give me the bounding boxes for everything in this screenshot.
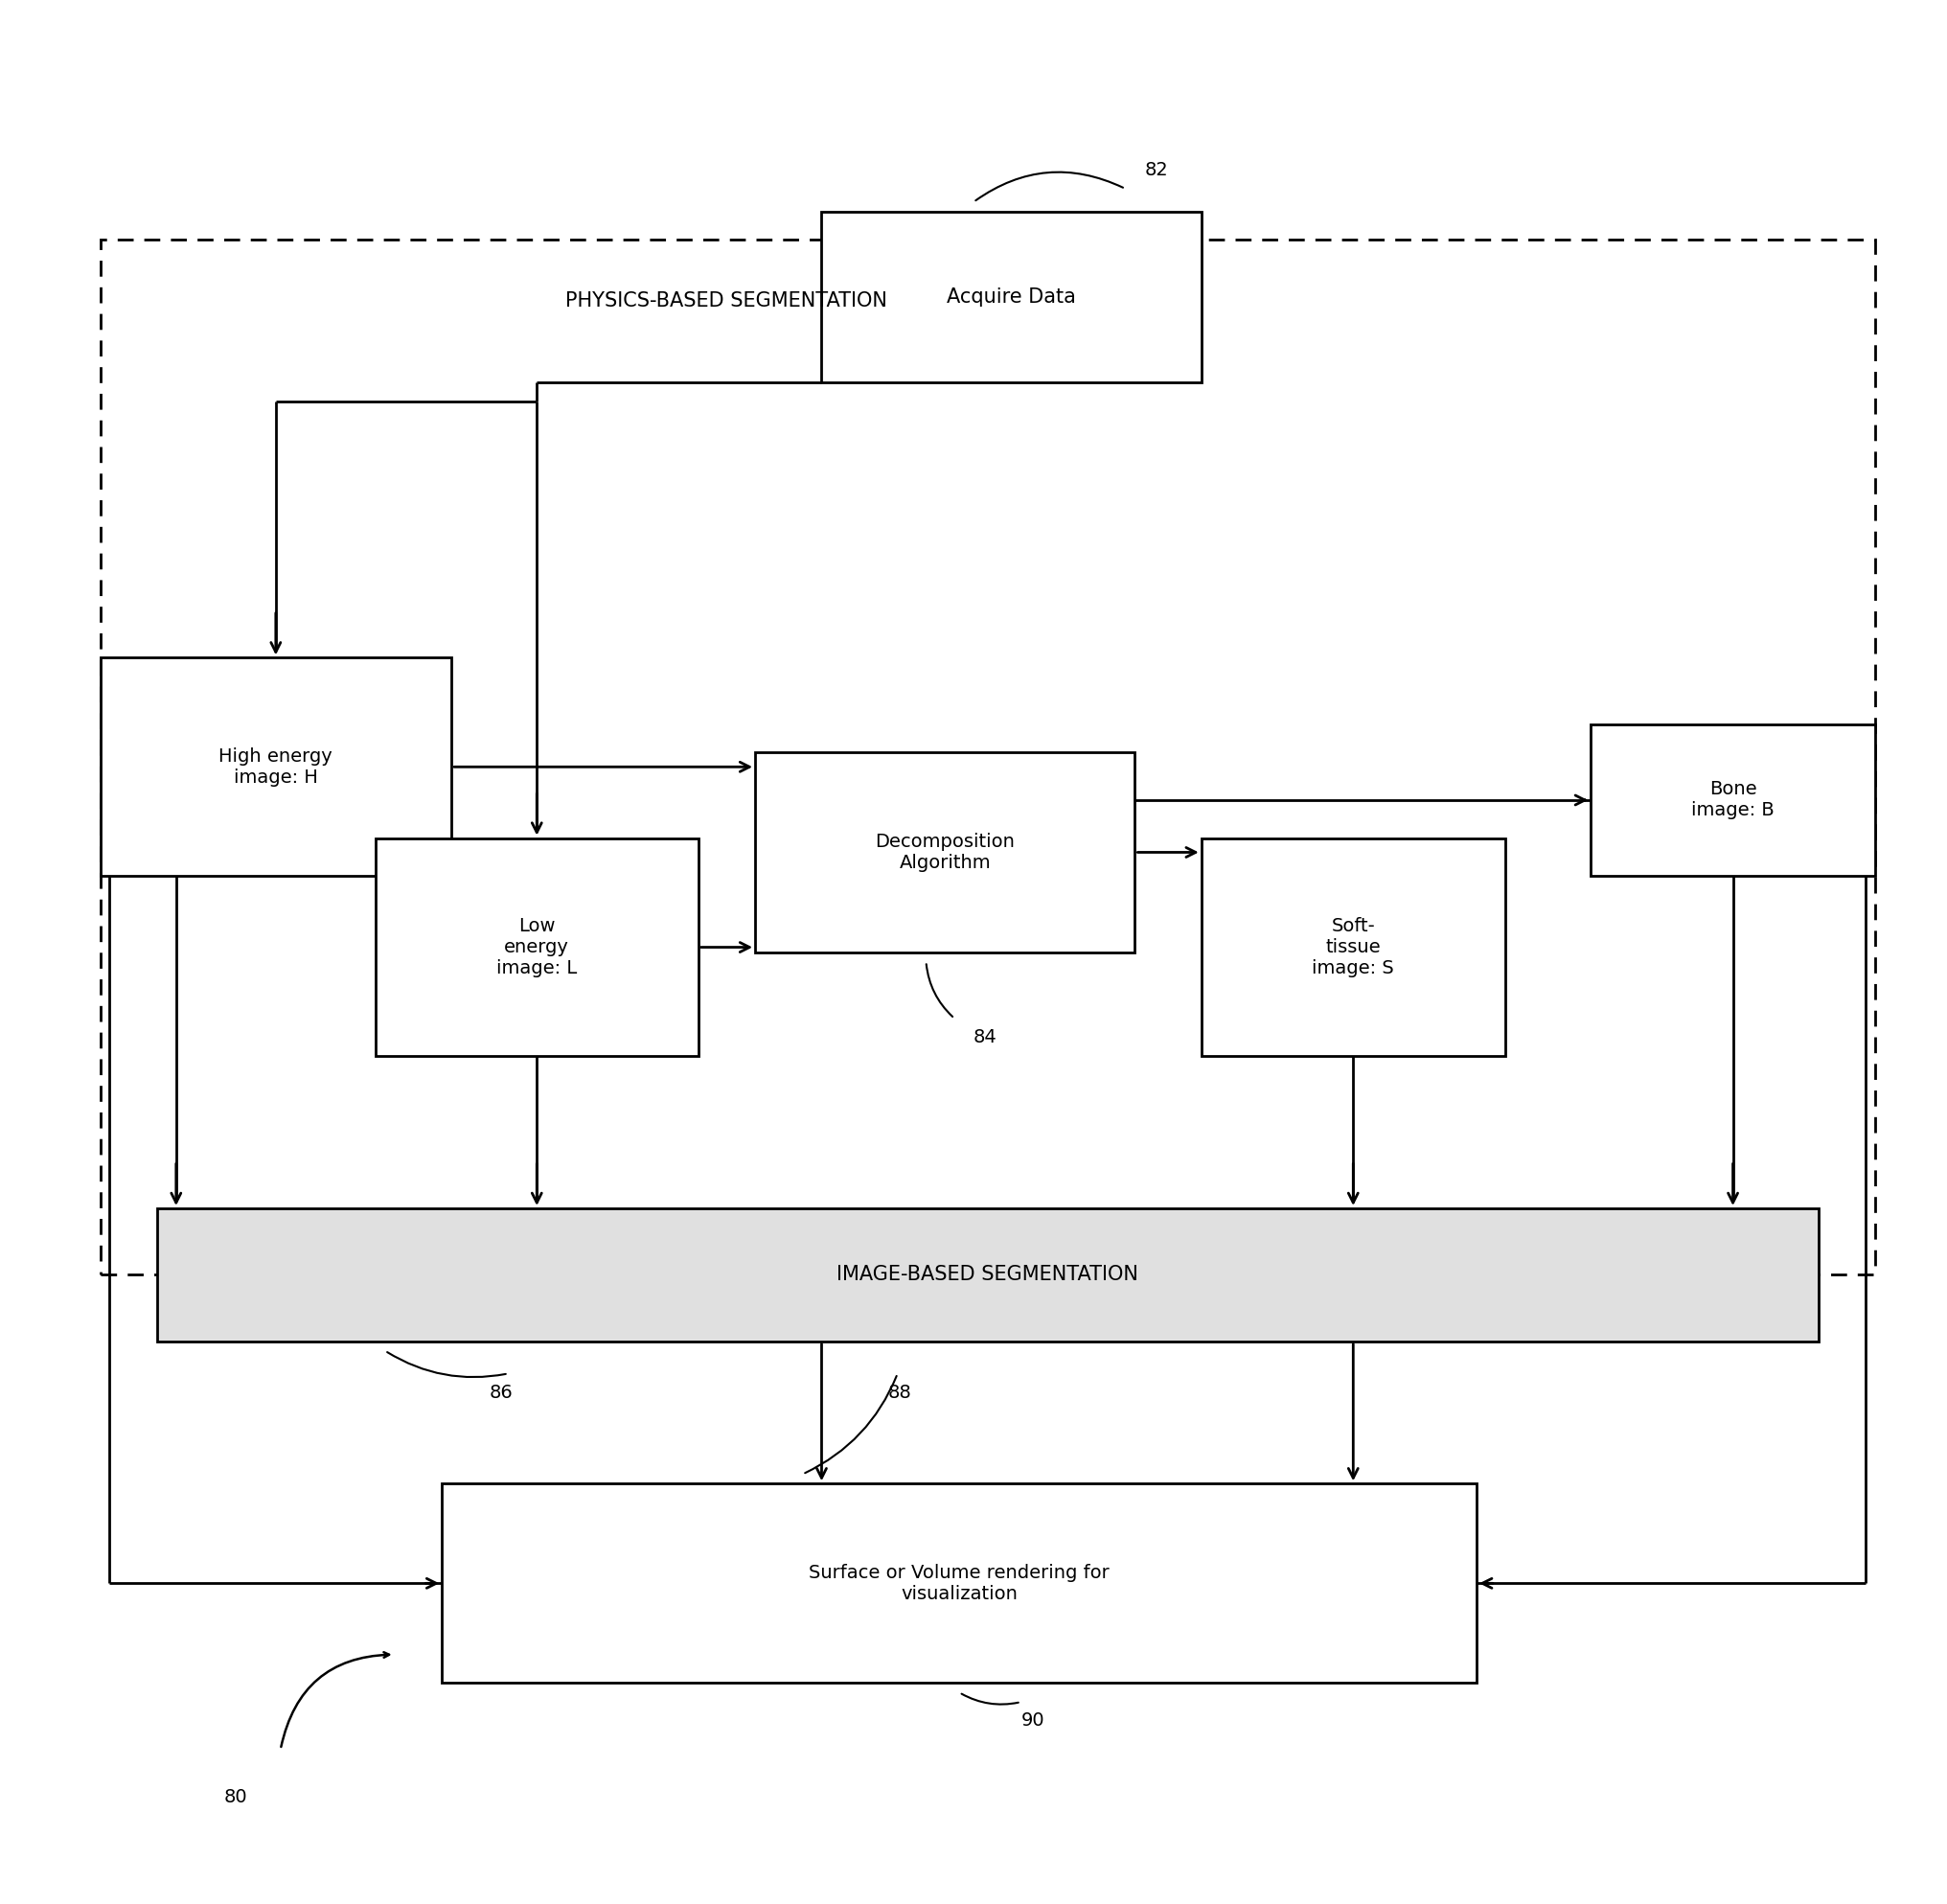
Bar [1201, 838, 1505, 1057]
Text: 84: 84 [974, 1028, 997, 1047]
Bar [755, 752, 1135, 952]
Bar [1591, 724, 1875, 876]
Text: 86: 86 [489, 1384, 514, 1401]
Bar [442, 1483, 1476, 1683]
Text: 90: 90 [1020, 1712, 1044, 1731]
Text: Surface or Volume rendering for
visualization: Surface or Volume rendering for visualiz… [808, 1563, 1110, 1603]
Text: IMAGE-BASED SEGMENTATION: IMAGE-BASED SEGMENTATION [837, 1264, 1139, 1285]
Text: Soft-
tissue
image: S: Soft- tissue image: S [1312, 918, 1394, 977]
Bar [158, 1209, 1818, 1340]
Bar [99, 240, 1875, 1276]
Text: Decomposition
Algorithm: Decomposition Algorithm [874, 832, 1014, 872]
Text: 80: 80 [224, 1788, 247, 1807]
Bar [376, 838, 699, 1057]
Text: High energy
image: H: High energy image: H [218, 746, 333, 786]
Text: Low
energy
image: L: Low energy image: L [496, 918, 576, 977]
Text: 82: 82 [1145, 160, 1168, 179]
Bar [822, 211, 1201, 383]
Text: 88: 88 [888, 1384, 911, 1401]
Text: Acquire Data: Acquire Data [946, 288, 1077, 307]
Bar [99, 657, 452, 876]
Text: PHYSICS-BASED SEGMENTATION: PHYSICS-BASED SEGMENTATION [565, 291, 888, 310]
Text: Bone
image: B: Bone image: B [1692, 781, 1774, 821]
